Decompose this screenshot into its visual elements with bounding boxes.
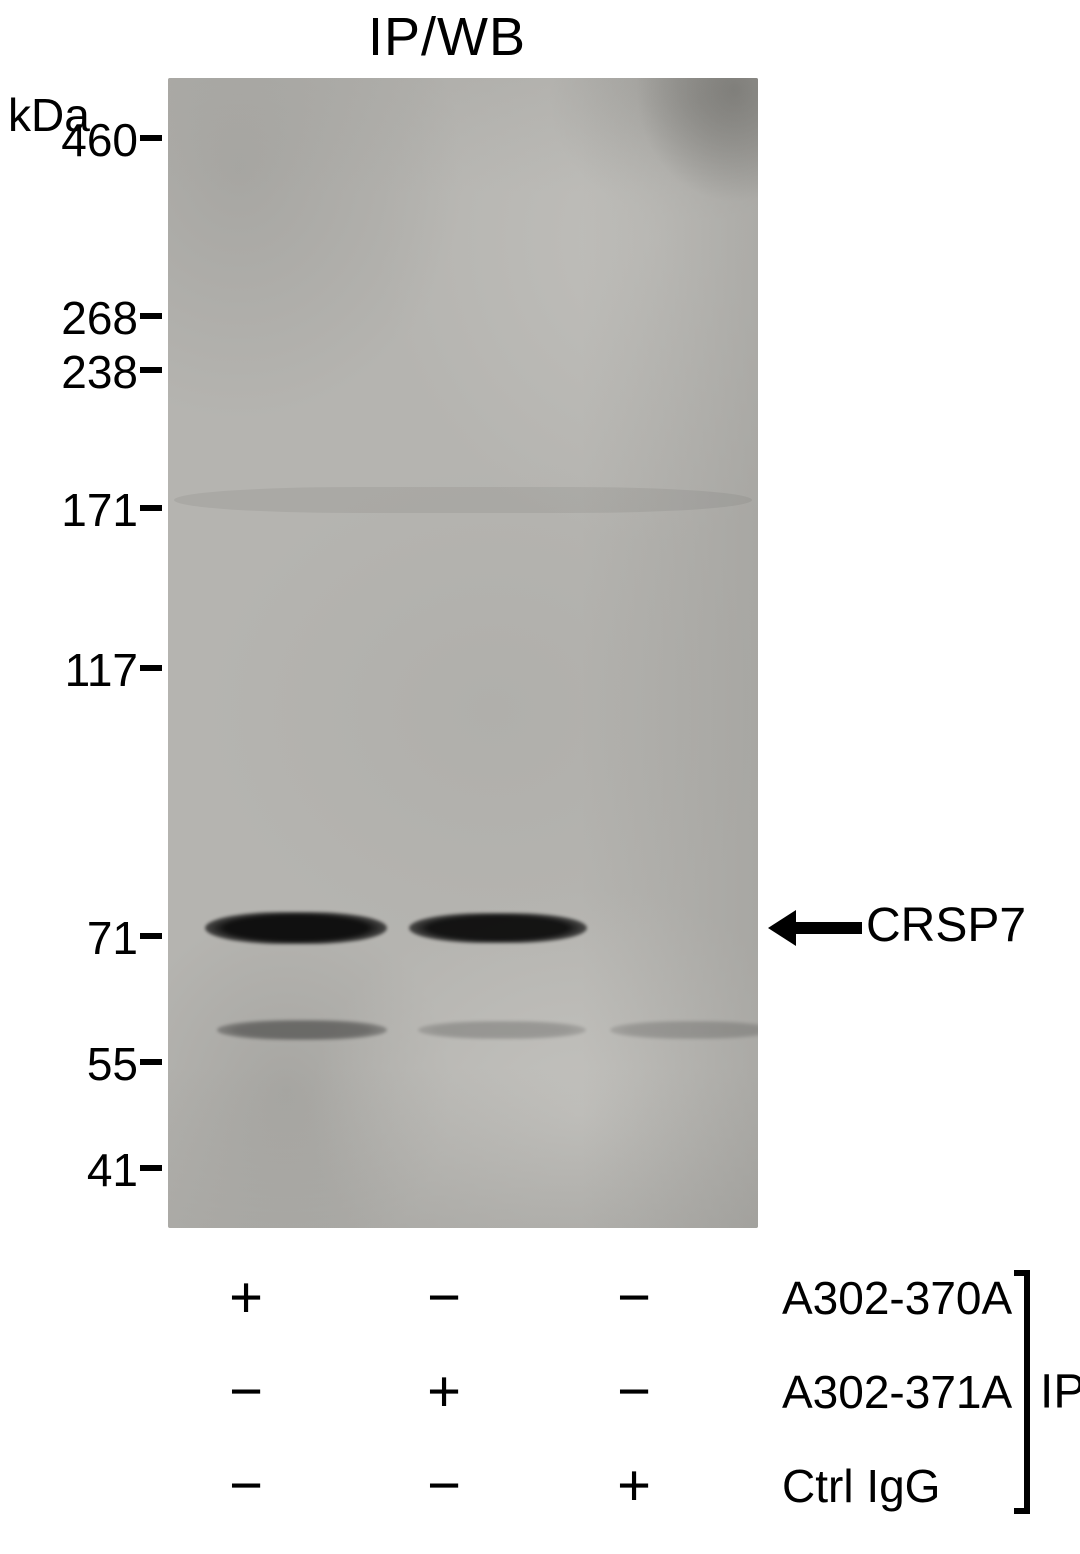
mw-tick <box>140 367 162 373</box>
ip-bracket-tick <box>1014 1508 1024 1514</box>
plot-title: IP/WB <box>368 6 526 68</box>
ip-bracket <box>1024 1270 1030 1513</box>
mw-tick <box>140 1059 162 1065</box>
ip-mark: − <box>206 1452 286 1519</box>
target-protein-label: CRSP7 <box>866 898 1026 953</box>
ip-mark: + <box>594 1452 674 1519</box>
mw-tick <box>140 313 162 319</box>
ip-mark: − <box>594 1264 674 1331</box>
mw-label: 238 <box>18 345 138 399</box>
blot-band <box>217 1020 387 1040</box>
mw-tick <box>140 135 162 141</box>
mw-label: 117 <box>18 643 138 697</box>
ip-row-label: A302-370A <box>782 1271 1012 1325</box>
mw-label: 55 <box>18 1037 138 1091</box>
ip-mark: − <box>206 1358 286 1425</box>
mw-label: 268 <box>18 291 138 345</box>
western-blot-image <box>168 78 758 1228</box>
ip-bracket-tick <box>1014 1270 1024 1276</box>
target-band-arrow <box>768 906 862 950</box>
blot-band <box>205 912 387 944</box>
mw-tick <box>140 505 162 511</box>
ip-mark: + <box>404 1358 484 1425</box>
mw-tick <box>140 933 162 939</box>
mw-label: 460 <box>18 113 138 167</box>
ip-mark: − <box>404 1452 484 1519</box>
mw-label: 171 <box>18 483 138 537</box>
ip-group-label: IP <box>1040 1365 1080 1420</box>
ip-row-label: Ctrl IgG <box>782 1459 940 1513</box>
ip-mark: − <box>594 1358 674 1425</box>
mw-label: 41 <box>18 1143 138 1197</box>
ip-row-label: A302-371A <box>782 1365 1012 1419</box>
mw-label: 71 <box>18 911 138 965</box>
blot-band <box>610 1021 758 1039</box>
ip-mark: + <box>206 1264 286 1331</box>
blot-band <box>409 913 587 943</box>
mw-tick <box>140 665 162 671</box>
mw-tick <box>140 1165 162 1171</box>
blot-band <box>418 1021 586 1039</box>
ip-mark: − <box>404 1264 484 1331</box>
